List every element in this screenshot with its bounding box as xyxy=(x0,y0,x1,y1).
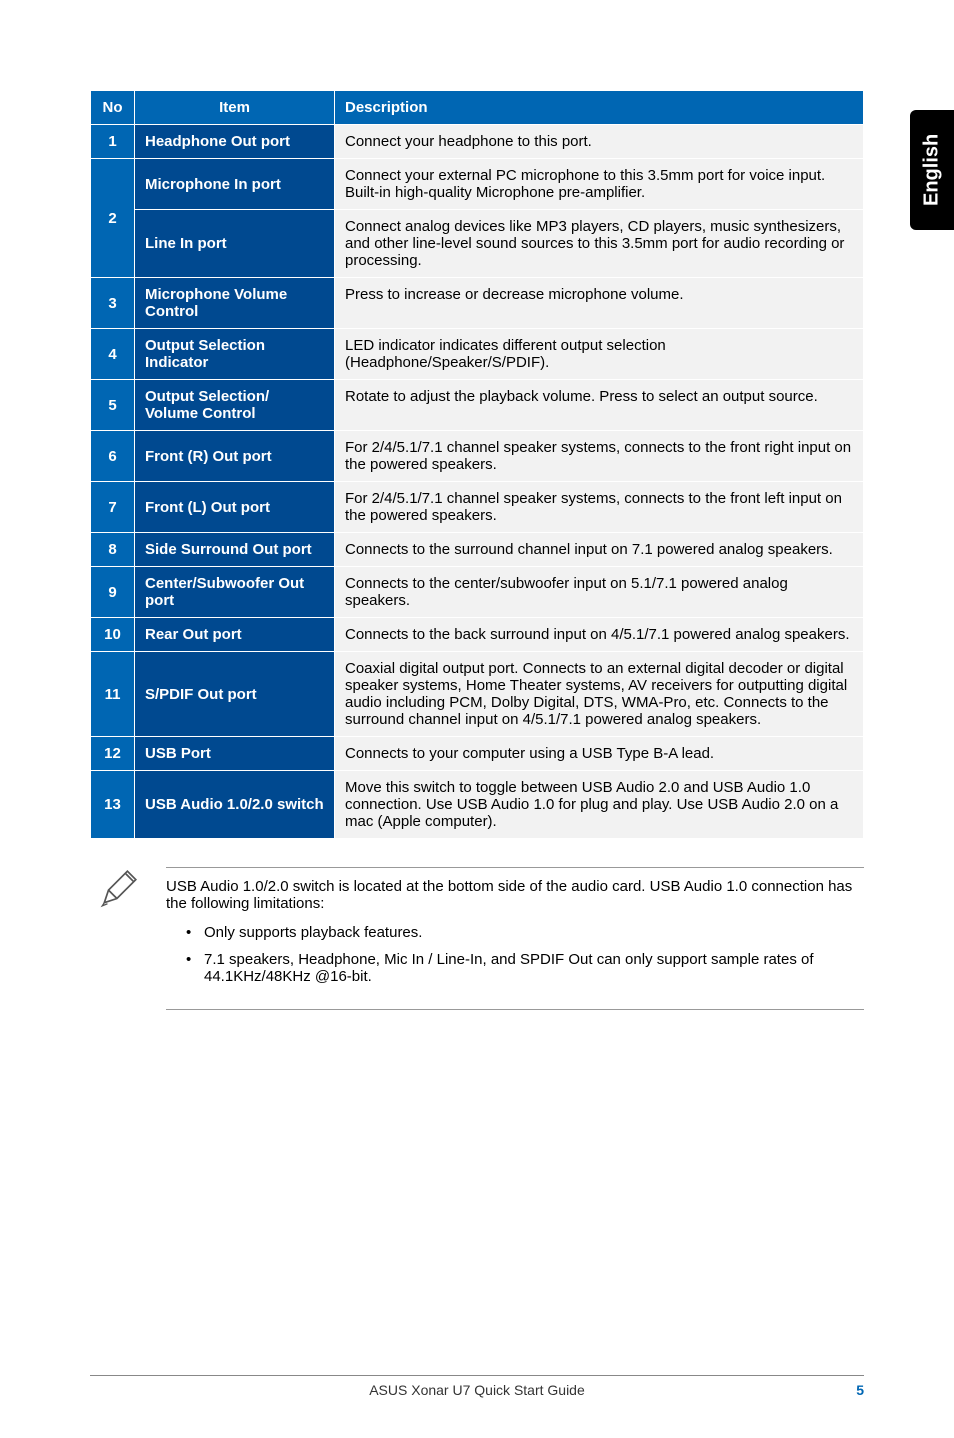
row-description: Connects to the surround channel input o… xyxy=(335,533,864,567)
row-item: Rear Out port xyxy=(135,618,335,652)
table-row: 10Rear Out portConnects to the back surr… xyxy=(91,618,864,652)
row-number: 4 xyxy=(91,329,135,380)
col-header-no: No xyxy=(91,91,135,125)
page-content: No Item Description 1Headphone Out portC… xyxy=(0,0,954,1010)
row-item: Center/Subwoofer Out port xyxy=(135,567,335,618)
row-item: Front (L) Out port xyxy=(135,482,335,533)
row-number: 1 xyxy=(91,125,135,159)
table-row: 1Headphone Out portConnect your headphon… xyxy=(91,125,864,159)
row-number: 12 xyxy=(91,737,135,771)
row-description: LED indicator indicates different output… xyxy=(335,329,864,380)
row-item: Headphone Out port xyxy=(135,125,335,159)
row-number: 2 xyxy=(91,159,135,278)
row-number: 7 xyxy=(91,482,135,533)
row-description: Rotate to adjust the playback volume. Pr… xyxy=(335,380,864,431)
table-row: 6Front (R) Out portFor 2/4/5.1/7.1 chann… xyxy=(91,431,864,482)
pencil-icon xyxy=(98,867,140,909)
table-row: Line In portConnect analog devices like … xyxy=(91,210,864,278)
row-number: 11 xyxy=(91,652,135,737)
footer-title: ASUS Xonar U7 Quick Start Guide xyxy=(120,1382,834,1398)
note-body: USB Audio 1.0/2.0 switch is located at t… xyxy=(166,867,864,1010)
table-row: 8Side Surround Out portConnects to the s… xyxy=(91,533,864,567)
row-item: Output Selection/ Volume Control xyxy=(135,380,335,431)
row-description: For 2/4/5.1/7.1 channel speaker systems,… xyxy=(335,431,864,482)
table-row: 11S/PDIF Out portCoaxial digital output … xyxy=(91,652,864,737)
note-intro: USB Audio 1.0/2.0 switch is located at t… xyxy=(166,878,864,912)
table-row: 5Output Selection/ Volume ControlRotate … xyxy=(91,380,864,431)
row-item: S/PDIF Out port xyxy=(135,652,335,737)
row-description: Connects to the center/subwoofer input o… xyxy=(335,567,864,618)
row-number: 9 xyxy=(91,567,135,618)
table-row: 3Microphone Volume ControlPress to incre… xyxy=(91,278,864,329)
row-item: Microphone In port xyxy=(135,159,335,210)
row-number: 5 xyxy=(91,380,135,431)
row-number: 3 xyxy=(91,278,135,329)
note-bullet: Only supports playback features. xyxy=(186,924,864,941)
row-item: USB Port xyxy=(135,737,335,771)
col-header-description: Description xyxy=(335,91,864,125)
ports-table: No Item Description 1Headphone Out portC… xyxy=(90,90,864,839)
row-description: Press to increase or decrease microphone… xyxy=(335,278,864,329)
table-row: 7Front (L) Out portFor 2/4/5.1/7.1 chann… xyxy=(91,482,864,533)
table-row: 9Center/Subwoofer Out portConnects to th… xyxy=(91,567,864,618)
row-item: Output Selection Indicator xyxy=(135,329,335,380)
note-section: USB Audio 1.0/2.0 switch is located at t… xyxy=(90,867,864,1010)
row-description: Connect your external PC microphone to t… xyxy=(335,159,864,210)
row-description: Connect analog devices like MP3 players,… xyxy=(335,210,864,278)
row-description: Connect your headphone to this port. xyxy=(335,125,864,159)
note-bullet: 7.1 speakers, Headphone, Mic In / Line-I… xyxy=(186,951,864,985)
footer-page-number: 5 xyxy=(834,1382,864,1398)
row-item: Line In port xyxy=(135,210,335,278)
page-footer: ASUS Xonar U7 Quick Start Guide 5 xyxy=(0,1375,954,1398)
table-row: 13USB Audio 1.0/2.0 switchMove this swit… xyxy=(91,771,864,839)
row-number: 10 xyxy=(91,618,135,652)
row-number: 8 xyxy=(91,533,135,567)
row-description: Move this switch to toggle between USB A… xyxy=(335,771,864,839)
table-row: 12USB PortConnects to your computer usin… xyxy=(91,737,864,771)
row-description: Connects to your computer using a USB Ty… xyxy=(335,737,864,771)
row-item: USB Audio 1.0/2.0 switch xyxy=(135,771,335,839)
row-description: For 2/4/5.1/7.1 channel speaker systems,… xyxy=(335,482,864,533)
row-item: Side Surround Out port xyxy=(135,533,335,567)
row-description: Connects to the back surround input on 4… xyxy=(335,618,864,652)
row-number: 6 xyxy=(91,431,135,482)
row-item: Front (R) Out port xyxy=(135,431,335,482)
table-row: 2Microphone In portConnect your external… xyxy=(91,159,864,210)
row-description: Coaxial digital output port. Connects to… xyxy=(335,652,864,737)
row-number: 13 xyxy=(91,771,135,839)
col-header-item: Item xyxy=(135,91,335,125)
row-item: Microphone Volume Control xyxy=(135,278,335,329)
table-row: 4Output Selection IndicatorLED indicator… xyxy=(91,329,864,380)
